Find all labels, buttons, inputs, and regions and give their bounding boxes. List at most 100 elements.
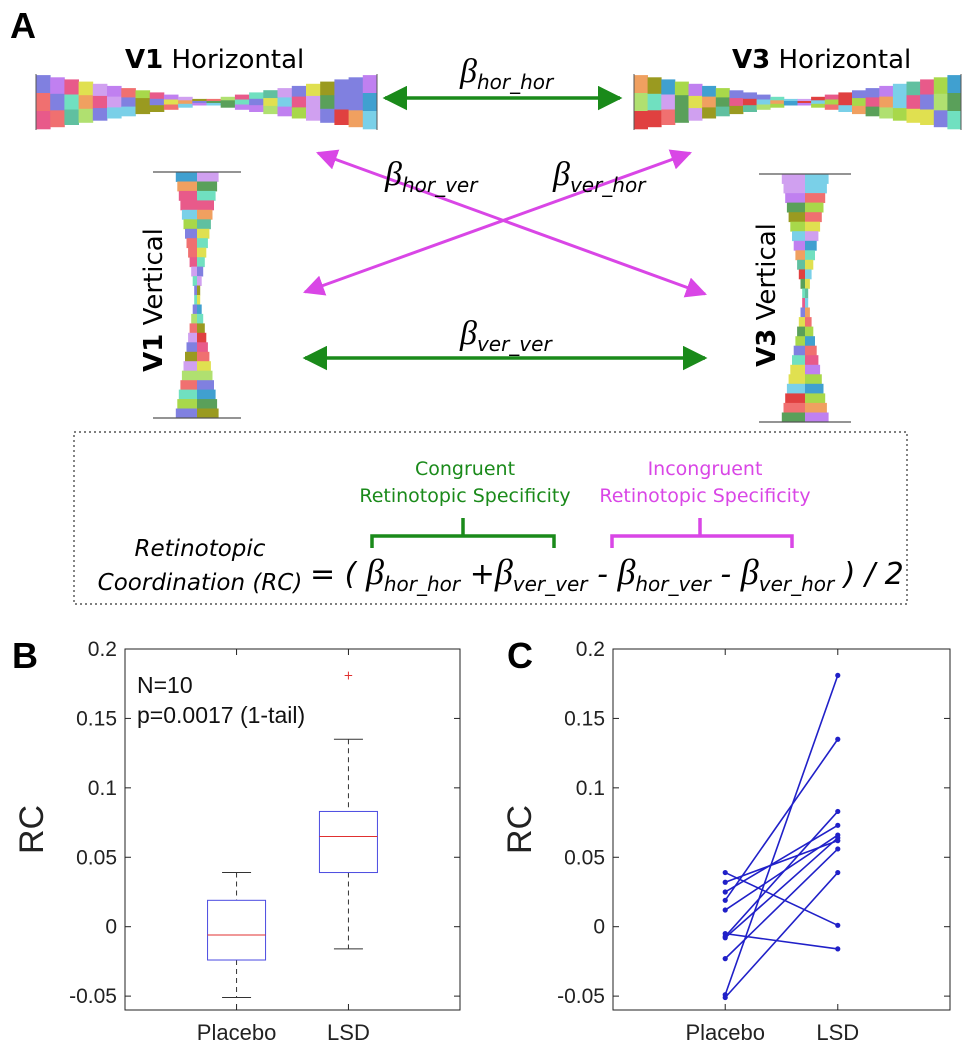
map-patch: [811, 103, 826, 108]
map-patch: [702, 107, 717, 119]
map-patch: [194, 295, 198, 305]
map-patch: [824, 99, 839, 105]
map-patch: [192, 101, 207, 104]
map-patch: [805, 193, 826, 203]
map-patch: [634, 75, 648, 94]
map-patch: [797, 98, 812, 102]
map-patch: [36, 111, 51, 130]
map-patch: [50, 77, 65, 95]
paired-line: [724, 872, 839, 999]
map-patch: [865, 88, 880, 98]
map-patch: [206, 101, 222, 104]
map-patch: [805, 269, 812, 280]
map-patch: [263, 98, 278, 107]
map-patch: [362, 111, 378, 130]
map-patch: [729, 98, 744, 107]
box: [318, 810, 378, 874]
map-patch: [743, 92, 757, 100]
map-patch: [188, 247, 198, 258]
map-patch: [192, 304, 198, 315]
map-patch: [797, 101, 812, 104]
map-patch: [702, 96, 717, 108]
lsd-point: [835, 736, 841, 742]
y-tick-label: 0: [593, 916, 605, 939]
map-patch: [802, 288, 806, 299]
congruent-label-line1: Congruent: [415, 458, 515, 480]
map-patch: [756, 104, 771, 110]
map-patch: [805, 259, 814, 270]
map-patch: [197, 190, 216, 201]
map-patch: [92, 95, 108, 109]
beta-hor-ver-label: βhor_ver: [384, 156, 479, 197]
incongruent-label-line2: Retinotopic Specificity: [599, 485, 810, 507]
v1-horizontal-map: [35, 74, 378, 130]
map-patch: [805, 412, 829, 423]
map-patch: [661, 94, 676, 110]
map-patch: [234, 104, 250, 110]
boxplot-chart: -0.05 0 0.05 0.1 0.15 0.2 Placebo LSD RC + N=10 p=0…: [13, 638, 461, 1042]
x-tick-label: Placebo: [197, 1020, 277, 1042]
map-patch: [121, 106, 136, 117]
map-patch: [197, 332, 207, 343]
map-patch: [135, 90, 151, 99]
subject-line-5: [722, 832, 841, 913]
lsd-point: [835, 869, 841, 876]
congruent-brace: [370, 518, 556, 548]
map-patch: [177, 399, 198, 409]
y-tick-label: 0.2: [88, 638, 117, 661]
subject-line-6: [722, 835, 841, 941]
lsd-point: [835, 822, 841, 828]
map-patch: [786, 383, 806, 394]
map-patch: [715, 97, 730, 108]
map-patch: [800, 307, 806, 318]
map-patch: [197, 266, 204, 277]
map-patch: [788, 374, 806, 385]
map-patch: [180, 380, 198, 391]
arrow-ver-hor: [303, 149, 692, 296]
lsd-point: [835, 946, 841, 952]
map-patch: [188, 332, 198, 343]
map-patch: [78, 108, 94, 123]
map-patch: [107, 107, 122, 119]
paired-line: [724, 810, 839, 937]
map-patch: [892, 108, 907, 121]
incongruent-label-line1: Incongruent: [648, 458, 763, 480]
lsd-point: [835, 672, 841, 678]
map-patch: [197, 342, 208, 353]
plot-frame: [124, 648, 461, 1011]
map-patch: [805, 393, 826, 404]
v3-vertical-title: V3 Vertical: [752, 223, 782, 367]
map-patch: [798, 317, 806, 327]
map-patch: [674, 81, 689, 96]
v1-vertical-map: [153, 171, 241, 419]
x-tick-label: LSD: [327, 1020, 370, 1042]
paired-line: [724, 839, 839, 884]
map-patch: [220, 96, 236, 101]
map-patch: [135, 98, 151, 107]
placebo-point: [722, 869, 728, 876]
map-patch: [175, 408, 198, 419]
map-patch: [183, 219, 198, 230]
map-patch: [661, 79, 676, 95]
map-patch: [879, 96, 894, 108]
map-patch: [306, 83, 321, 97]
map-patch: [197, 200, 214, 211]
paired-line: [724, 837, 839, 939]
map-patch: [805, 374, 822, 385]
map-patch: [688, 95, 703, 109]
map-patch: [824, 94, 839, 100]
map-patch: [838, 92, 853, 100]
map-patch: [197, 172, 219, 182]
subject-line-3: [722, 808, 841, 940]
map-patch: [783, 183, 806, 194]
outlier-point: +: [343, 668, 353, 682]
map-patch: [197, 313, 204, 324]
y-axis-label: RC: [501, 805, 539, 854]
map-patch: [688, 108, 703, 121]
map-patch: [206, 98, 222, 102]
map-patch: [334, 79, 349, 95]
map-patch: [197, 219, 211, 230]
retinotopic-maps: [35, 74, 962, 423]
beta-ver-ver-label: βver_ver: [459, 315, 553, 356]
map-patch: [634, 111, 648, 130]
